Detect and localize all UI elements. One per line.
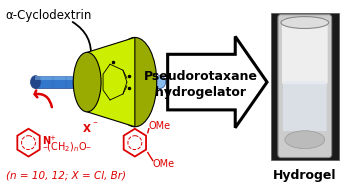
Ellipse shape xyxy=(113,37,157,127)
Polygon shape xyxy=(87,37,135,127)
Ellipse shape xyxy=(30,76,40,88)
Ellipse shape xyxy=(285,131,325,149)
Polygon shape xyxy=(36,76,160,80)
Text: Hydrogel: Hydrogel xyxy=(273,170,337,182)
Text: +: + xyxy=(49,135,55,141)
Ellipse shape xyxy=(154,76,166,88)
Text: (n = 10, 12; X = Cl, Br): (n = 10, 12; X = Cl, Br) xyxy=(6,170,126,180)
Text: –(CH$_2$)$_n$O–: –(CH$_2$)$_n$O– xyxy=(43,141,93,154)
FancyBboxPatch shape xyxy=(283,81,327,131)
Polygon shape xyxy=(36,76,160,88)
Text: $^-$: $^-$ xyxy=(91,119,99,128)
Ellipse shape xyxy=(73,52,101,112)
Text: OMe: OMe xyxy=(153,160,175,170)
Ellipse shape xyxy=(281,17,329,29)
FancyBboxPatch shape xyxy=(271,13,339,160)
Text: OMe: OMe xyxy=(149,121,171,131)
FancyBboxPatch shape xyxy=(282,19,328,84)
Text: N: N xyxy=(43,136,51,146)
FancyBboxPatch shape xyxy=(278,15,331,158)
Text: α-Cyclodextrin: α-Cyclodextrin xyxy=(6,9,92,22)
Text: Pseudorotaxane: Pseudorotaxane xyxy=(144,70,257,83)
Text: X: X xyxy=(83,124,91,134)
Text: hydrogelator: hydrogelator xyxy=(155,85,246,98)
